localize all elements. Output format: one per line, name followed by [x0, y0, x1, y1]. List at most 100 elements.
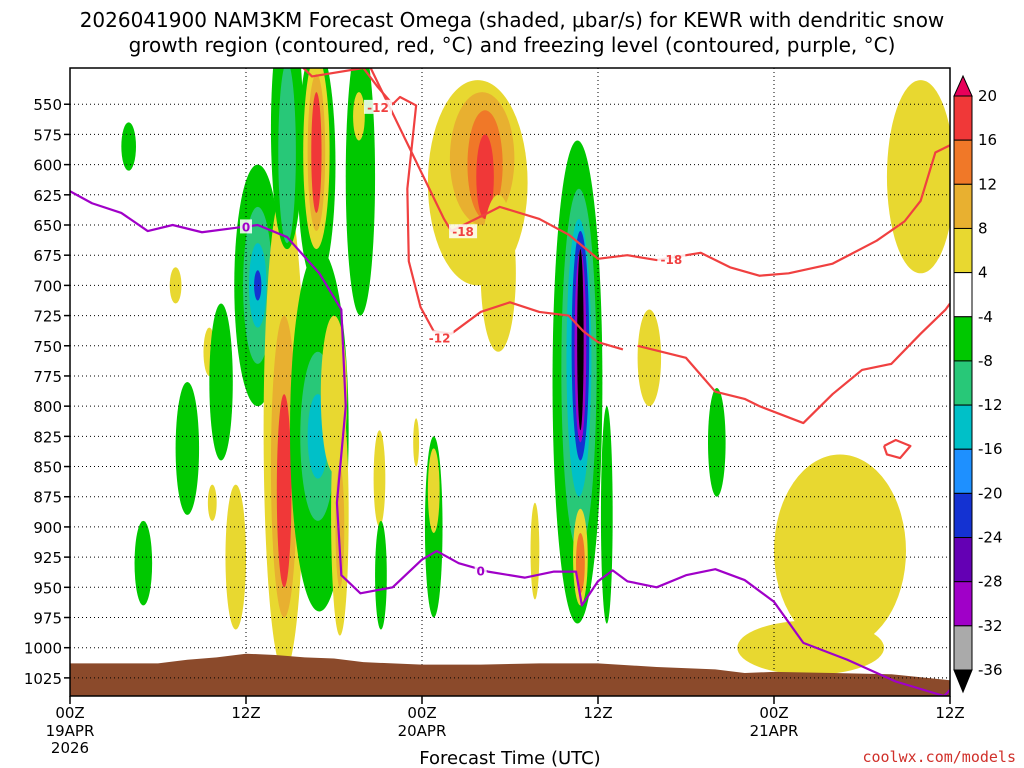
- omega-cell-27: [345, 68, 376, 316]
- colorbar-swatch-0: [953, 95, 973, 141]
- colorbar-label-5: -4: [978, 308, 993, 326]
- colorbar-label-7: -12: [978, 396, 1003, 414]
- contour-label-bg-0-1: [425, 330, 454, 345]
- contour-label-3-1: 0: [476, 565, 484, 579]
- y-axis-ticks: 550 575 600 625 650 675 700 725 750 775 800 825 850 8…: [24, 96, 70, 688]
- colorbar-label-0: 20: [978, 87, 997, 105]
- y-tick-label-800: 800: [33, 398, 62, 416]
- colorbar-swatch-1: [953, 139, 973, 185]
- contour-line-1: [637, 302, 950, 425]
- omega-cell-31: [413, 418, 420, 467]
- colorbar-swatch-4: [953, 272, 973, 318]
- y-tick-label-850: 850: [33, 459, 62, 477]
- contour-label-bg-2-0: [449, 224, 478, 239]
- omega-cell-39: [530, 502, 540, 600]
- x-tick-label-12: 12Z: [231, 704, 260, 722]
- colorbar-swatch-2: [953, 183, 973, 229]
- colorbar-swatch-6: [953, 360, 973, 406]
- contour-label-0-1: -12: [429, 332, 451, 346]
- y-tick-label-925: 925: [33, 549, 62, 567]
- omega-cell-45: [577, 249, 584, 431]
- contour-lines: [70, 68, 950, 696]
- y-tick-label-725: 725: [33, 308, 62, 326]
- gridlines: [70, 68, 950, 696]
- contour-label-2-0: -18: [452, 225, 474, 239]
- x-tick-label-0: 00Z: [55, 704, 84, 722]
- contour-labels: -12 -12 -18 -18 0 0: [240, 99, 686, 579]
- contour-label-2-1: -18: [660, 253, 682, 267]
- omega-cell-50: [708, 388, 726, 497]
- colorbar-label-8: -16: [978, 440, 1003, 458]
- colorbar-label-4: 4: [978, 264, 988, 282]
- contour-label-0-0: -12: [367, 101, 389, 115]
- omega-cell-48: [600, 406, 613, 624]
- omega-cell-33: [427, 448, 440, 533]
- y-tick-label-975: 975: [33, 610, 62, 628]
- contour-label-bg-2-1: [657, 252, 686, 267]
- x-tick-date-24: 20APR: [398, 722, 447, 740]
- colorbar-swatch-12: [953, 625, 973, 671]
- omega-cell-16: [278, 68, 296, 244]
- y-tick-label-900: 900: [33, 519, 62, 537]
- chart-title-line-2: growth region (contoured, red, °C) and f…: [129, 33, 896, 57]
- omega-cell-37: [476, 134, 494, 219]
- omega-cell-1: [169, 267, 182, 304]
- colorbar-swatch-10: [953, 537, 973, 583]
- colorbar-swatch-5: [953, 316, 973, 362]
- contour-line-0: [301, 68, 624, 351]
- colorbar-label-1: 16: [978, 131, 997, 149]
- colorbar-swatch-9: [953, 492, 973, 539]
- omega-cell-28: [353, 92, 365, 141]
- y-tick-label-675: 675: [33, 247, 62, 265]
- omega-cell-11: [254, 270, 262, 301]
- colorbar-label-9: -20: [978, 484, 1003, 502]
- colorbar-label-3: 8: [978, 219, 988, 237]
- omega-cell-20: [311, 92, 322, 213]
- terrain-layer: [70, 653, 950, 696]
- y-tick-label-750: 750: [33, 338, 62, 356]
- colorbar-label-13: -36: [978, 661, 1003, 679]
- plot-frame: [69, 67, 951, 697]
- y-tick-label-575: 575: [33, 126, 62, 144]
- omega-cell-5: [209, 303, 233, 461]
- omega-cell-52: [774, 454, 906, 648]
- x-tick-label-60: 12Z: [935, 704, 964, 722]
- colorbar-swatch-3: [953, 227, 973, 274]
- y-tick-label-550: 550: [33, 96, 62, 114]
- y-tick-label-875: 875: [33, 489, 62, 507]
- colorbar-label-2: 12: [978, 175, 997, 193]
- chart-title-line-1: 2026041900 NAM3KM Forecast Omega (shaded…: [80, 8, 945, 32]
- x-tick-year-0: 2026: [51, 739, 89, 757]
- omega-cell-49: [637, 309, 662, 407]
- omega-cell-51: [886, 80, 950, 274]
- x-tick-date-0: 19APR: [46, 722, 95, 740]
- colorbar-swatch-8: [953, 448, 973, 494]
- omega-cell-38: [480, 194, 516, 352]
- omega-cell-3: [134, 520, 153, 606]
- omega-cell-30: [375, 520, 387, 630]
- contour-line-3: [70, 190, 950, 696]
- colorbar: 20 16 12 8 4 -4 -8 -12 -16 -20 -24 -28 -32 -36: [953, 74, 1003, 694]
- omega-cell-7: [225, 484, 246, 630]
- y-tick-label-775: 775: [33, 368, 62, 386]
- y-tick-label-600: 600: [33, 157, 62, 175]
- omega-cell-29: [373, 430, 386, 527]
- x-tick-label-36: 12Z: [583, 704, 612, 722]
- contour-label-3-0: 0: [242, 220, 250, 234]
- colorbar-top-arrow: [953, 74, 973, 97]
- y-tick-label-825: 825: [33, 428, 62, 446]
- y-tick-label-650: 650: [33, 217, 62, 235]
- colorbar-label-6: -8: [978, 352, 993, 370]
- omega-cell-2: [175, 382, 200, 515]
- colorbar-label-11: -28: [978, 573, 1003, 591]
- contour-line-4: [882, 438, 912, 460]
- x-tick-date-48: 21APR: [750, 722, 799, 740]
- colorbar-swatch-11: [953, 581, 973, 627]
- omega-cell-6: [207, 484, 217, 521]
- omega-cell-0: [121, 122, 136, 171]
- x-axis-label: Forecast Time (UTC): [419, 748, 600, 768]
- y-tick-label-950: 950: [33, 579, 62, 597]
- y-tick-label-625: 625: [33, 187, 62, 205]
- y-tick-label-1025: 1025: [24, 670, 62, 688]
